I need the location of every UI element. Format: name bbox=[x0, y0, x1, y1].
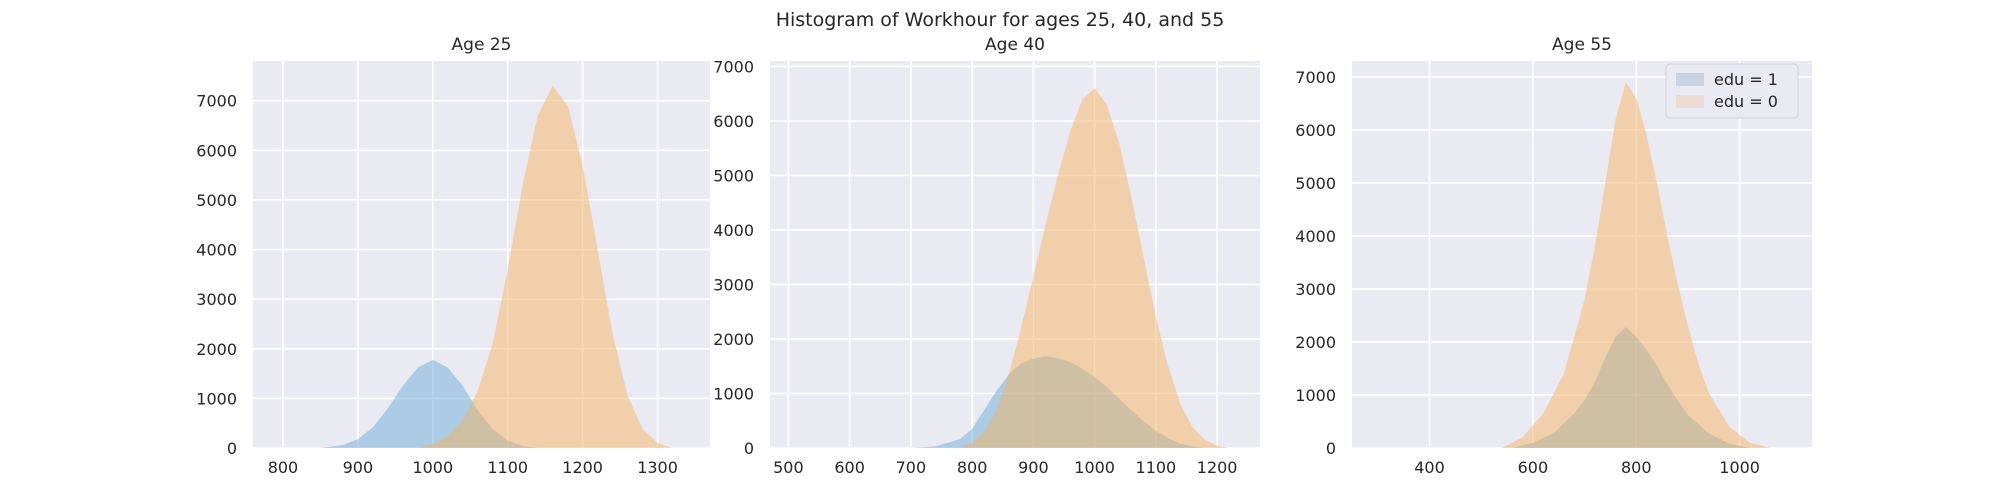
x-tick-label: 900 bbox=[343, 458, 374, 477]
y-tick-label: 7000 bbox=[713, 57, 754, 76]
histogram-edu-0 bbox=[417, 85, 673, 448]
y-tick-label: 1000 bbox=[713, 384, 754, 403]
legend-patch-edu-0 bbox=[1676, 95, 1704, 108]
y-tick-label: 3000 bbox=[713, 275, 754, 294]
subplot-title: Age 40 bbox=[985, 35, 1045, 55]
subplot-age-25: Age 25 800 900 1000 1100 1200 1300 0 1000 2000 300… bbox=[196, 35, 710, 477]
x-tick-label: 1000 bbox=[1074, 458, 1115, 477]
legend-patch-edu-1 bbox=[1676, 73, 1704, 86]
y-tick-label: 5000 bbox=[1295, 174, 1336, 193]
y-tick-label: 2000 bbox=[196, 340, 237, 359]
y-tick-label: 0 bbox=[1326, 439, 1336, 458]
subplot-age-55: Age 55 400 600 800 1000 0 1000 2000 3000 4000 5000… bbox=[1295, 35, 1812, 477]
x-tick-label: 1300 bbox=[637, 458, 678, 477]
x-tick-label: 800 bbox=[268, 458, 299, 477]
x-tick-label: 1000 bbox=[412, 458, 453, 477]
x-tick-label: 900 bbox=[1018, 458, 1049, 477]
subplot-age-40: Age 40 500 600 700 800 900 1000 1100 1200 0 1000 20… bbox=[713, 35, 1260, 477]
legend: edu = 1 edu = 0 bbox=[1665, 63, 1799, 119]
y-tick-label: 6000 bbox=[713, 112, 754, 131]
x-tick-label: 1100 bbox=[487, 458, 528, 477]
y-tick-label: 0 bbox=[227, 439, 237, 458]
y-tick-label: 0 bbox=[744, 439, 754, 458]
x-tick-label: 1200 bbox=[562, 458, 603, 477]
histogram-edu-0 bbox=[959, 88, 1230, 448]
x-tick-label: 600 bbox=[834, 458, 865, 477]
y-tick-label: 1000 bbox=[1295, 386, 1336, 405]
x-tick-label: 600 bbox=[1518, 458, 1549, 477]
y-tick-label: 3000 bbox=[196, 290, 237, 309]
x-tick-label: 700 bbox=[896, 458, 927, 477]
y-tick-label: 4000 bbox=[713, 221, 754, 240]
y-tick-label: 5000 bbox=[196, 191, 237, 210]
y-tick-label: 6000 bbox=[1295, 121, 1336, 140]
x-tick-label: 500 bbox=[773, 458, 804, 477]
y-tick-label: 6000 bbox=[196, 141, 237, 160]
histogram-edu-0 bbox=[1501, 82, 1771, 448]
subplot-title: Age 25 bbox=[452, 35, 512, 55]
subplot-title: Age 55 bbox=[1552, 35, 1612, 55]
y-tick-label: 3000 bbox=[1295, 280, 1336, 299]
series-group bbox=[910, 88, 1230, 448]
x-tick-label: 800 bbox=[957, 458, 988, 477]
y-tick-label: 7000 bbox=[196, 92, 237, 111]
x-tick-label: 800 bbox=[1621, 458, 1652, 477]
series-group bbox=[320, 85, 673, 448]
y-tick-label: 1000 bbox=[196, 389, 237, 408]
y-tick-label: 2000 bbox=[1295, 333, 1336, 352]
y-tick-label: 2000 bbox=[713, 330, 754, 349]
y-tick-label: 7000 bbox=[1295, 68, 1336, 87]
x-tick-label: 1200 bbox=[1197, 458, 1238, 477]
x-tick-label: 1000 bbox=[1719, 458, 1760, 477]
y-tick-label: 4000 bbox=[196, 241, 237, 260]
series-group bbox=[1501, 82, 1771, 448]
figure-title: Histogram of Workhour for ages 25, 40, a… bbox=[776, 9, 1225, 31]
legend-label-edu-0: edu = 0 bbox=[1714, 92, 1778, 111]
x-tick-label: 1100 bbox=[1136, 458, 1177, 477]
legend-label-edu-1: edu = 1 bbox=[1714, 70, 1778, 89]
y-tick-label: 4000 bbox=[1295, 227, 1336, 246]
x-tick-label: 400 bbox=[1414, 458, 1445, 477]
y-tick-label: 5000 bbox=[713, 166, 754, 185]
